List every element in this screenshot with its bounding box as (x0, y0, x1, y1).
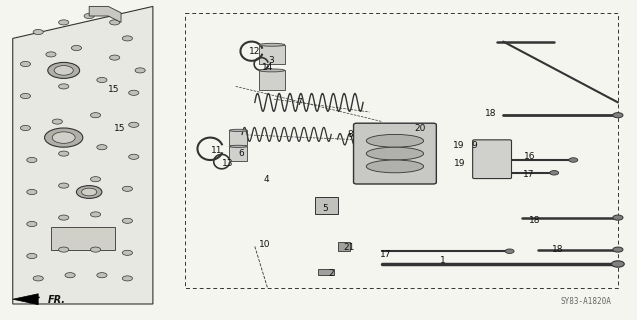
Circle shape (76, 186, 102, 198)
Circle shape (48, 62, 80, 78)
Text: SY83-A1820A: SY83-A1820A (561, 297, 612, 306)
Circle shape (90, 212, 101, 217)
Text: 15: 15 (114, 124, 125, 132)
Circle shape (569, 158, 578, 162)
Circle shape (612, 261, 624, 267)
Text: 12: 12 (249, 47, 261, 56)
Text: 2: 2 (329, 269, 334, 278)
Text: FR.: FR. (48, 295, 66, 305)
Text: 6: 6 (238, 149, 244, 158)
Circle shape (90, 247, 101, 252)
Ellipse shape (366, 160, 424, 173)
Text: 18: 18 (552, 245, 563, 254)
Text: 17: 17 (523, 170, 534, 179)
FancyBboxPatch shape (354, 123, 436, 184)
Circle shape (46, 52, 56, 57)
Circle shape (135, 68, 145, 73)
Text: 15: 15 (108, 85, 119, 94)
Bar (315, 197, 338, 214)
Text: 4: 4 (264, 175, 269, 184)
Circle shape (550, 171, 559, 175)
Text: 13: 13 (222, 159, 234, 168)
Text: 3: 3 (268, 56, 274, 65)
Circle shape (82, 188, 97, 196)
Ellipse shape (229, 129, 247, 132)
Circle shape (27, 221, 37, 227)
Circle shape (59, 215, 69, 220)
Text: 16: 16 (524, 152, 536, 161)
Circle shape (505, 249, 514, 253)
Circle shape (613, 113, 623, 118)
Circle shape (613, 247, 623, 252)
Circle shape (27, 253, 37, 259)
Text: 9: 9 (471, 141, 478, 150)
Circle shape (52, 119, 62, 124)
Circle shape (97, 145, 107, 150)
Text: 21: 21 (343, 244, 355, 252)
Ellipse shape (229, 145, 247, 148)
Text: 8: 8 (347, 130, 354, 139)
Circle shape (97, 77, 107, 83)
Polygon shape (89, 6, 121, 22)
FancyBboxPatch shape (473, 140, 512, 179)
Text: 18: 18 (485, 109, 496, 118)
Circle shape (122, 186, 132, 191)
Text: 11: 11 (211, 146, 222, 155)
Bar (229, 131, 247, 145)
Circle shape (84, 13, 94, 19)
Circle shape (71, 45, 82, 51)
Ellipse shape (259, 69, 285, 72)
Circle shape (613, 215, 623, 220)
Text: 14: 14 (262, 63, 273, 72)
Circle shape (59, 20, 69, 25)
Circle shape (122, 276, 132, 281)
Text: 17: 17 (380, 250, 391, 259)
Bar (229, 147, 247, 161)
Bar (259, 45, 285, 64)
Circle shape (20, 93, 31, 99)
Circle shape (54, 66, 73, 75)
Text: 18: 18 (529, 216, 541, 225)
Circle shape (110, 20, 120, 25)
Circle shape (59, 84, 69, 89)
Circle shape (90, 177, 101, 182)
Circle shape (27, 189, 37, 195)
Bar (318, 269, 334, 275)
Bar (259, 70, 285, 90)
Circle shape (122, 218, 132, 223)
Circle shape (122, 250, 132, 255)
Ellipse shape (366, 147, 424, 160)
Circle shape (59, 247, 69, 252)
Circle shape (110, 55, 120, 60)
Text: 1: 1 (440, 256, 446, 265)
Circle shape (20, 125, 31, 131)
Circle shape (129, 122, 139, 127)
Ellipse shape (259, 44, 285, 46)
Circle shape (129, 90, 139, 95)
Text: 5: 5 (322, 204, 328, 212)
Text: 19: 19 (453, 141, 464, 150)
Text: 20: 20 (415, 124, 426, 132)
Circle shape (97, 273, 107, 278)
Text: 10: 10 (259, 240, 270, 249)
Circle shape (59, 151, 69, 156)
Bar (338, 242, 350, 251)
Circle shape (65, 273, 75, 278)
Bar (51, 227, 115, 250)
Circle shape (122, 36, 132, 41)
Text: 7: 7 (296, 98, 303, 107)
Circle shape (33, 276, 43, 281)
Circle shape (129, 154, 139, 159)
Circle shape (20, 61, 31, 67)
Polygon shape (13, 294, 38, 305)
Circle shape (27, 157, 37, 163)
Circle shape (90, 113, 101, 118)
Circle shape (33, 29, 43, 35)
Text: 19: 19 (454, 159, 466, 168)
Polygon shape (13, 6, 153, 304)
Circle shape (59, 183, 69, 188)
Ellipse shape (366, 134, 424, 147)
Circle shape (45, 128, 83, 147)
Circle shape (52, 132, 75, 143)
